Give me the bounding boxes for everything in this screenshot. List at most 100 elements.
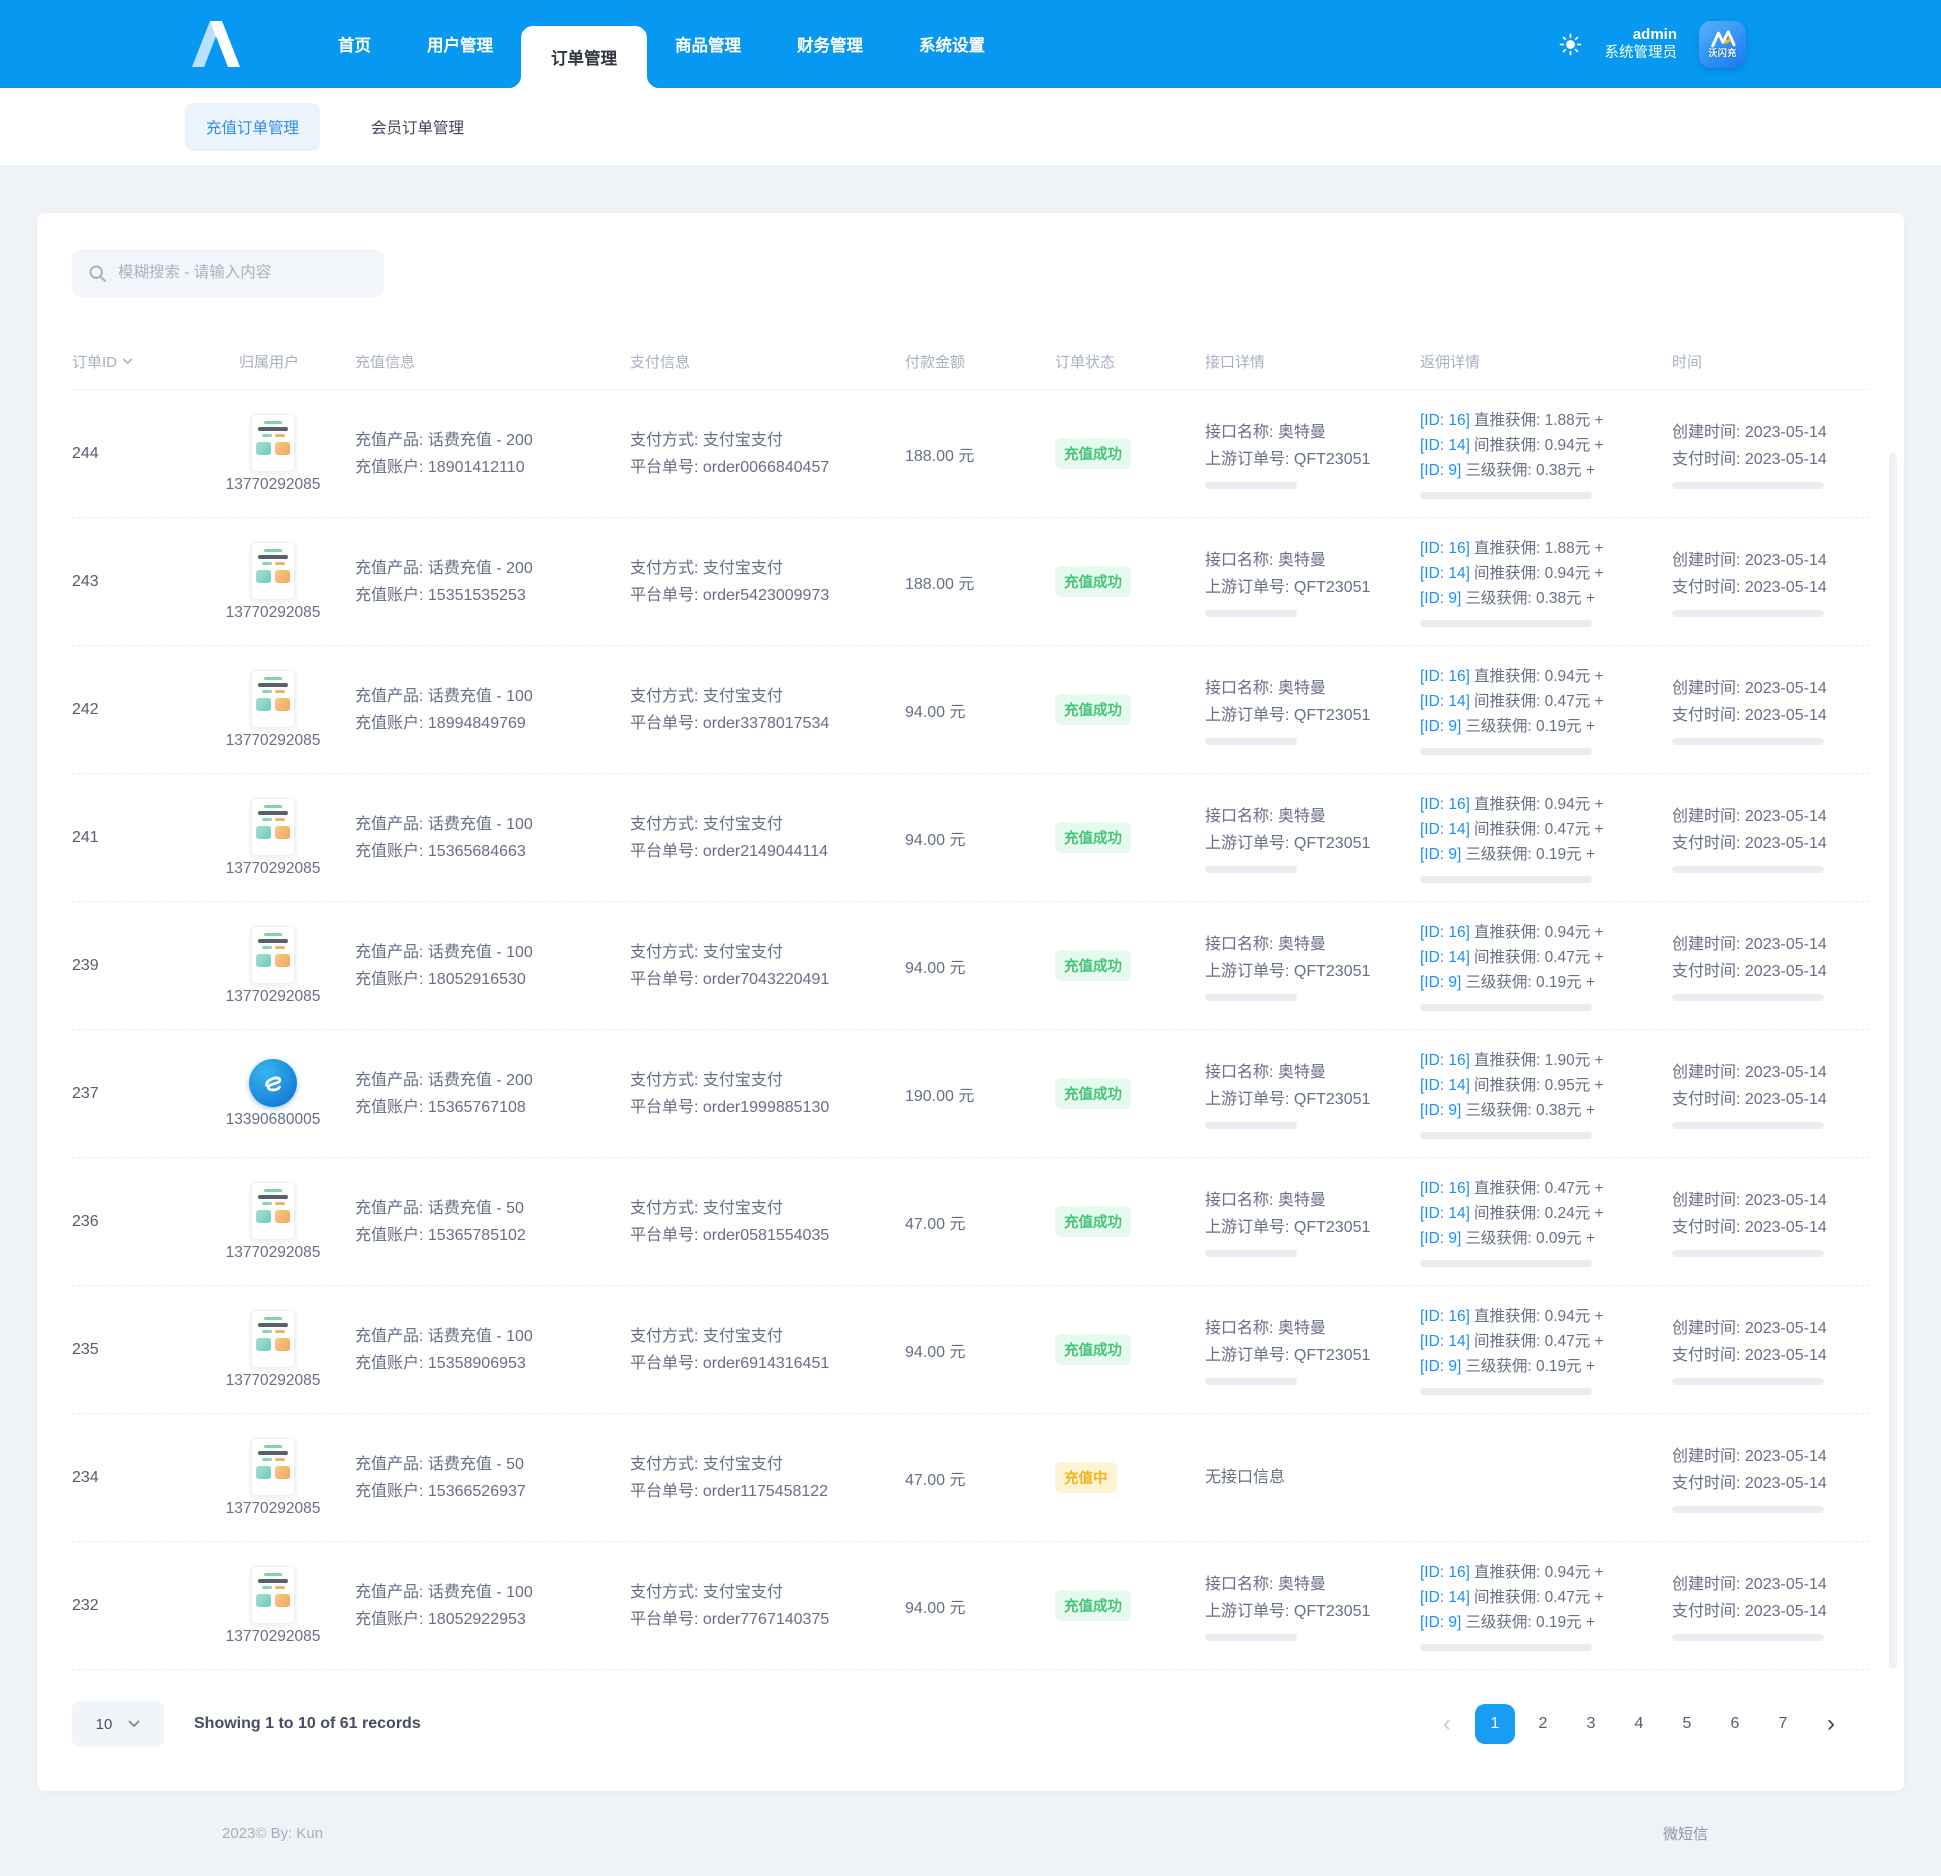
platform-order: order7043220491 (702, 970, 830, 988)
status-badge: 充值成功 (1055, 694, 1131, 725)
subtab-0[interactable]: 充值订单管理 (185, 102, 321, 151)
horizontal-scrollbar[interactable] (1420, 876, 1592, 883)
paid-time: 2023-05-14 (1744, 834, 1827, 852)
order-id: 237 (72, 1084, 99, 1102)
current-user-menu[interactable]: admin 系统管理员 (1605, 25, 1678, 63)
amount: 188.00 元 (905, 575, 975, 593)
theme-toggle-button[interactable] (1559, 32, 1583, 56)
page-button-3[interactable]: 3 (1586, 1715, 1596, 1732)
next-page-button[interactable]: › (1827, 1710, 1835, 1737)
page-button-2[interactable]: 2 (1538, 1715, 1548, 1732)
recharge-account-label: 充值账户: (355, 586, 424, 604)
created-time-label: 创建时间: (1672, 1319, 1741, 1337)
page-button-6[interactable]: 6 (1730, 1715, 1740, 1732)
horizontal-scrollbar[interactable] (1672, 865, 1824, 873)
nav-item-0[interactable]: 首页 (338, 37, 371, 55)
commission-user-link[interactable]: [ID: 16] (1420, 1180, 1470, 1197)
commission-user-link[interactable]: [ID: 14] (1420, 693, 1470, 710)
commission-user-link[interactable]: [ID: 9] (1420, 974, 1462, 991)
page-button-7[interactable]: 7 (1778, 1715, 1788, 1732)
commission-user-link[interactable]: [ID: 9] (1420, 590, 1462, 607)
horizontal-scrollbar[interactable] (1420, 748, 1592, 755)
horizontal-scrollbar[interactable] (1205, 737, 1297, 745)
page-button-1[interactable]: 1 (1475, 1704, 1515, 1744)
user-avatar-button[interactable]: 沃闪充 (1699, 20, 1746, 68)
horizontal-scrollbar[interactable] (1672, 993, 1824, 1001)
commission-user-link[interactable]: [ID: 14] (1420, 565, 1470, 582)
api-name: 奥特曼 (1277, 1063, 1326, 1081)
commission-user-link[interactable]: [ID: 9] (1420, 846, 1462, 863)
horizontal-scrollbar[interactable] (1205, 1121, 1297, 1129)
commission-user-link[interactable]: [ID: 9] (1420, 1358, 1462, 1375)
nav-item-2[interactable]: 订单管理 (509, 26, 659, 88)
commission-user-link[interactable]: [ID: 9] (1420, 462, 1462, 479)
commission-user-link[interactable]: [ID: 16] (1420, 412, 1470, 429)
search-icon (89, 265, 107, 282)
nav-item-5[interactable]: 系统设置 (919, 37, 985, 55)
commission-user-link[interactable]: [ID: 16] (1420, 668, 1470, 685)
horizontal-scrollbar[interactable] (1205, 865, 1297, 873)
nav-item-3[interactable]: 商品管理 (675, 37, 741, 55)
commission-user-link[interactable]: [ID: 14] (1420, 949, 1470, 966)
commission-user-link[interactable]: [ID: 16] (1420, 1564, 1470, 1581)
commission-text: 三级获佣: 0.19元 + (1465, 1614, 1595, 1631)
prev-page-button[interactable]: ‹ (1443, 1710, 1451, 1737)
horizontal-scrollbar[interactable] (1672, 1633, 1824, 1641)
horizontal-scrollbar[interactable] (1420, 492, 1592, 499)
commission-user-link[interactable]: [ID: 14] (1420, 1205, 1470, 1222)
horizontal-scrollbar[interactable] (1205, 1377, 1297, 1385)
horizontal-scrollbar[interactable] (1205, 1249, 1297, 1257)
commission-user-link[interactable]: [ID: 14] (1420, 1589, 1470, 1606)
commission-user-link[interactable]: [ID: 14] (1420, 437, 1470, 454)
commission-user-link[interactable]: [ID: 16] (1420, 796, 1470, 813)
horizontal-scrollbar[interactable] (1672, 609, 1824, 617)
search-input[interactable] (118, 264, 358, 282)
horizontal-scrollbar[interactable] (1205, 993, 1297, 1001)
page-button-4[interactable]: 4 (1634, 1715, 1644, 1732)
horizontal-scrollbar[interactable] (1205, 609, 1297, 617)
nav-item-1[interactable]: 用户管理 (427, 37, 493, 55)
subtab-1[interactable]: 会员订单管理 (371, 119, 465, 137)
commission-user-link[interactable]: [ID: 9] (1420, 1614, 1462, 1631)
column-header-0[interactable]: 订单ID (72, 351, 217, 372)
commission-user-link[interactable]: [ID: 16] (1420, 1308, 1470, 1325)
commission-user-link[interactable]: [ID: 16] (1420, 924, 1470, 941)
commission-user-link[interactable]: [ID: 14] (1420, 821, 1470, 838)
horizontal-scrollbar[interactable] (1420, 1260, 1592, 1267)
horizontal-scrollbar[interactable] (1420, 1132, 1592, 1139)
recharge-product-label: 充值产品: (355, 1327, 424, 1345)
horizontal-scrollbar[interactable] (1205, 481, 1297, 489)
commission-user-link[interactable]: [ID: 14] (1420, 1077, 1470, 1094)
commission-user-link[interactable]: [ID: 14] (1420, 1333, 1470, 1350)
commission-user-link[interactable]: [ID: 9] (1420, 1102, 1462, 1119)
api-order: QFT23051 (1293, 450, 1371, 468)
horizontal-scrollbar[interactable] (1672, 1505, 1824, 1513)
commission-user-link[interactable]: [ID: 16] (1420, 1052, 1470, 1069)
nav-item-4[interactable]: 财务管理 (797, 37, 863, 55)
recharge-product: 话费充值 - 100 (427, 1327, 533, 1345)
vertical-scrollbar[interactable] (1889, 453, 1897, 1669)
api-info: 接口名称: 奥特曼 上游订单号: QFT23051 (1205, 803, 1420, 873)
horizontal-scrollbar[interactable] (1672, 737, 1824, 745)
page-size-select[interactable]: 10 (72, 1701, 164, 1747)
horizontal-scrollbar[interactable] (1205, 1633, 1297, 1641)
commission-user-link[interactable]: [ID: 9] (1420, 718, 1462, 735)
api-order-label: 上游订单号: (1205, 578, 1290, 596)
pay-method-label: 支付方式: (630, 815, 699, 833)
page-button-5[interactable]: 5 (1682, 1715, 1692, 1732)
horizontal-scrollbar[interactable] (1672, 481, 1824, 489)
commission-user-link[interactable]: [ID: 16] (1420, 540, 1470, 557)
paid-time-label: 支付时间: (1672, 1602, 1741, 1620)
horizontal-scrollbar[interactable] (1672, 1377, 1824, 1385)
horizontal-scrollbar[interactable] (1420, 1644, 1592, 1651)
horizontal-scrollbar[interactable] (1420, 1004, 1592, 1011)
horizontal-scrollbar[interactable] (1672, 1249, 1824, 1257)
app-logo[interactable] (190, 21, 242, 67)
commission-user-link[interactable]: [ID: 9] (1420, 1230, 1462, 1247)
horizontal-scrollbar[interactable] (1672, 1121, 1824, 1129)
sort-chevron-down-icon[interactable] (122, 358, 133, 365)
paid-time: 2023-05-14 (1744, 1218, 1827, 1236)
horizontal-scrollbar[interactable] (1420, 620, 1592, 627)
api-order-label: 上游订单号: (1205, 450, 1290, 468)
horizontal-scrollbar[interactable] (1420, 1388, 1592, 1395)
